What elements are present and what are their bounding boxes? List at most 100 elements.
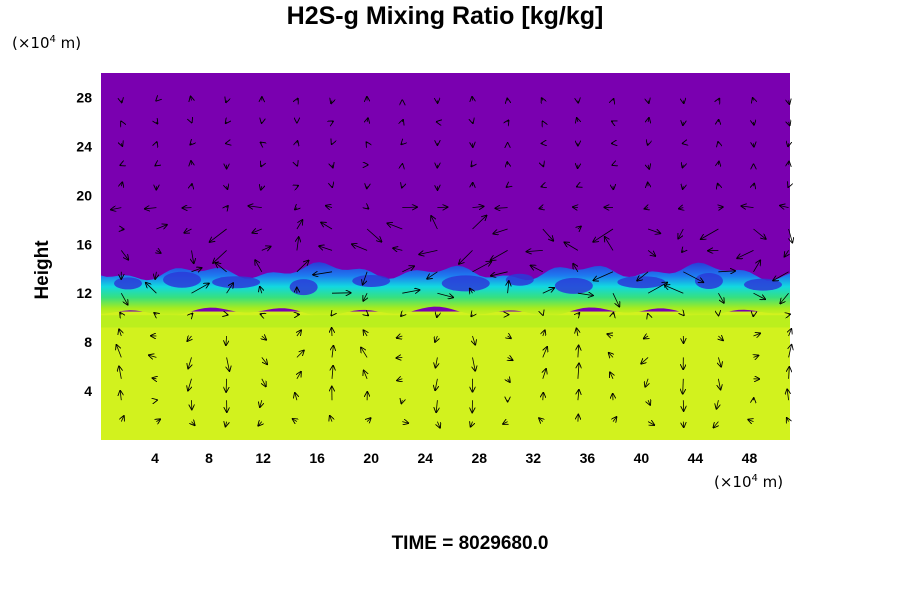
velocity-arrow xyxy=(226,122,227,123)
velocity-arrow xyxy=(367,142,368,143)
chart-title: H2S-g Mixing Ratio [kg/kg] xyxy=(286,2,604,30)
y-unit-exponent: 4 xyxy=(49,34,56,45)
x-tick-label: 12 xyxy=(255,450,271,466)
velocity-arrow xyxy=(226,335,227,345)
velocity-arrow xyxy=(332,346,333,358)
velocity-arrow xyxy=(435,378,437,390)
velocity-arrow xyxy=(459,250,473,263)
x-tick-label: 8 xyxy=(205,450,213,466)
velocity-arrow xyxy=(190,143,191,144)
velocity-arrow xyxy=(402,207,417,208)
velocity-arrow xyxy=(718,378,720,390)
velocity-arrow xyxy=(154,313,156,315)
band-eddy xyxy=(289,279,318,296)
velocity-arrow xyxy=(331,101,332,104)
velocity-arrow xyxy=(367,208,368,209)
velocity-arrow xyxy=(718,357,721,366)
velocity-vectors xyxy=(111,97,792,428)
velocity-arrow xyxy=(578,346,579,358)
velocity-arrow xyxy=(332,121,333,122)
velocity-arrow xyxy=(437,207,447,208)
velocity-arrow xyxy=(227,186,228,189)
velocity-arrow xyxy=(361,348,368,358)
velocity-arrow xyxy=(363,293,367,301)
velocity-arrow xyxy=(539,418,543,421)
velocity-arrow xyxy=(260,287,262,294)
velocity-arrow xyxy=(248,206,262,208)
band-eddy xyxy=(743,278,782,291)
velocity-arrow xyxy=(437,315,438,317)
velocity-arrow xyxy=(471,315,472,317)
velocity-arrow xyxy=(785,250,789,256)
velocity-arrow xyxy=(227,357,230,371)
velocity-arrow xyxy=(145,208,157,209)
x-unit-suffix: m) xyxy=(757,473,784,491)
velocity-arrow xyxy=(754,122,755,125)
y-tick-label: 28 xyxy=(76,89,92,105)
x-tick-label: 4 xyxy=(151,450,159,466)
velocity-arrow xyxy=(470,289,473,294)
velocity-arrow xyxy=(578,364,579,379)
y-tick-label: 12 xyxy=(76,285,92,301)
x-tick-label: 20 xyxy=(363,450,379,466)
velocity-arrow xyxy=(402,120,403,122)
velocity-arrow xyxy=(718,293,723,303)
velocity-arrow xyxy=(473,357,476,370)
velocity-arrow xyxy=(718,184,719,186)
velocity-arrow xyxy=(789,228,793,242)
velocity-arrow xyxy=(436,357,438,367)
velocity-arrow xyxy=(397,336,403,338)
velocity-arrow xyxy=(753,333,761,336)
velocity-arrow xyxy=(495,208,508,209)
velocity-arrow xyxy=(188,378,192,391)
velocity-arrow xyxy=(435,335,437,342)
velocity-arrow xyxy=(718,99,719,101)
velocity-arrow xyxy=(120,313,121,315)
velocity-arrow xyxy=(111,208,122,210)
velocity-arrow xyxy=(573,207,578,208)
velocity-arrow xyxy=(188,357,191,368)
velocity-arrow xyxy=(472,262,492,273)
velocity-arrow xyxy=(753,292,766,299)
velocity-arrow xyxy=(612,121,613,122)
x-axis-unit: (×104 m) xyxy=(714,473,783,491)
y-tick-label: 8 xyxy=(84,334,92,350)
velocity-arrow xyxy=(155,271,156,279)
velocity-arrow xyxy=(543,165,544,166)
velocity-arrow xyxy=(437,292,453,297)
velocity-arrow xyxy=(648,165,649,169)
velocity-arrow xyxy=(754,184,755,187)
y-axis-unit: (×104 m) xyxy=(12,34,81,52)
velocity-arrow xyxy=(326,206,333,208)
velocity-arrow xyxy=(789,345,792,358)
velocity-arrow xyxy=(402,290,419,293)
velocity-arrow xyxy=(714,421,719,428)
velocity-arrow xyxy=(226,378,227,392)
velocity-arrow xyxy=(427,271,438,279)
velocity-arrow xyxy=(184,229,192,233)
velocity-arrow xyxy=(121,416,124,422)
velocity-arrow xyxy=(577,329,578,337)
velocity-arrow xyxy=(401,400,402,403)
velocity-arrow xyxy=(683,186,684,189)
velocity-arrow xyxy=(607,334,614,336)
velocity-arrow xyxy=(503,422,508,424)
velocity-arrow xyxy=(543,393,544,401)
velocity-arrow xyxy=(473,335,476,345)
velocity-arrow xyxy=(647,422,654,425)
velocity-arrow xyxy=(436,400,437,412)
velocity-arrow xyxy=(419,250,438,254)
x-tick-label: 44 xyxy=(688,450,704,466)
velocity-arrow xyxy=(665,285,684,294)
velocity-arrow xyxy=(637,271,649,281)
velocity-arrow xyxy=(332,165,333,168)
velocity-arrow xyxy=(213,250,227,263)
velocity-arrow xyxy=(789,329,792,337)
velocity-arrow xyxy=(542,228,553,241)
velocity-arrow xyxy=(155,165,156,166)
x-tick-label: 48 xyxy=(742,450,758,466)
velocity-arrow xyxy=(789,101,790,105)
velocity-arrow xyxy=(261,314,262,315)
velocity-arrow xyxy=(471,165,472,167)
